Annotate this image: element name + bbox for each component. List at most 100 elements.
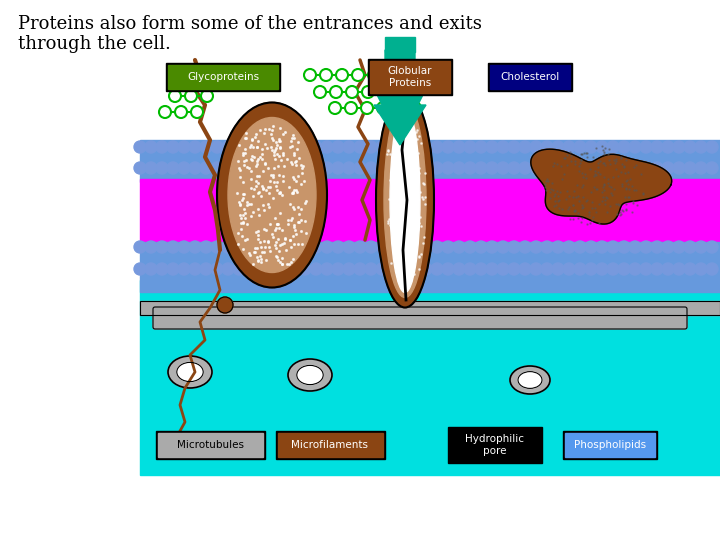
- Circle shape: [398, 162, 410, 174]
- Text: Proteins also form some of the entrances and exits: Proteins also form some of the entrances…: [18, 15, 482, 33]
- Circle shape: [189, 241, 201, 253]
- Circle shape: [211, 162, 223, 174]
- Circle shape: [442, 263, 454, 275]
- Circle shape: [563, 141, 575, 153]
- Circle shape: [200, 74, 212, 86]
- Ellipse shape: [390, 107, 420, 293]
- Circle shape: [684, 141, 696, 153]
- Circle shape: [508, 141, 520, 153]
- Circle shape: [201, 90, 213, 102]
- Circle shape: [233, 241, 245, 253]
- Circle shape: [167, 263, 179, 275]
- Circle shape: [200, 141, 212, 153]
- Circle shape: [420, 141, 432, 153]
- Circle shape: [530, 141, 542, 153]
- Circle shape: [475, 141, 487, 153]
- Circle shape: [640, 162, 652, 174]
- Circle shape: [310, 241, 322, 253]
- Circle shape: [384, 69, 396, 81]
- Circle shape: [321, 162, 333, 174]
- Circle shape: [695, 241, 707, 253]
- Circle shape: [345, 102, 357, 114]
- Bar: [277, 433, 382, 457]
- Circle shape: [233, 162, 245, 174]
- Circle shape: [330, 86, 342, 98]
- Circle shape: [662, 162, 674, 174]
- Circle shape: [175, 106, 187, 118]
- Circle shape: [362, 86, 374, 98]
- Circle shape: [431, 263, 443, 275]
- Circle shape: [255, 241, 267, 253]
- Circle shape: [200, 162, 212, 174]
- Text: Microfilaments: Microfilaments: [292, 440, 369, 450]
- Circle shape: [387, 141, 399, 153]
- Circle shape: [684, 263, 696, 275]
- Circle shape: [453, 162, 465, 174]
- Circle shape: [156, 162, 168, 174]
- Circle shape: [376, 241, 388, 253]
- Circle shape: [156, 241, 168, 253]
- Circle shape: [508, 162, 520, 174]
- Circle shape: [266, 141, 278, 153]
- Circle shape: [299, 141, 311, 153]
- Circle shape: [134, 263, 146, 275]
- Circle shape: [409, 241, 421, 253]
- Circle shape: [486, 241, 498, 253]
- Circle shape: [222, 241, 234, 253]
- Circle shape: [706, 141, 718, 153]
- Circle shape: [332, 263, 344, 275]
- Text: Phospholipids: Phospholipids: [574, 440, 646, 450]
- Circle shape: [519, 141, 531, 153]
- Circle shape: [352, 69, 364, 81]
- Circle shape: [684, 241, 696, 253]
- Circle shape: [346, 86, 358, 98]
- Bar: [140, 280, 720, 475]
- Circle shape: [519, 263, 531, 275]
- Circle shape: [497, 263, 509, 275]
- Ellipse shape: [297, 366, 323, 384]
- Circle shape: [486, 141, 498, 153]
- Bar: [140, 301, 720, 315]
- Circle shape: [508, 263, 520, 275]
- Circle shape: [629, 162, 641, 174]
- Circle shape: [618, 263, 630, 275]
- Circle shape: [266, 241, 278, 253]
- Ellipse shape: [177, 362, 203, 382]
- Circle shape: [184, 74, 196, 86]
- Circle shape: [618, 141, 630, 153]
- Circle shape: [409, 102, 421, 114]
- Circle shape: [255, 162, 267, 174]
- Circle shape: [169, 90, 181, 102]
- Circle shape: [706, 241, 718, 253]
- Circle shape: [464, 263, 476, 275]
- Circle shape: [541, 263, 553, 275]
- Circle shape: [431, 241, 443, 253]
- Circle shape: [475, 241, 487, 253]
- Bar: [448, 427, 542, 463]
- Circle shape: [409, 263, 421, 275]
- Circle shape: [233, 141, 245, 153]
- Bar: [490, 65, 570, 89]
- Circle shape: [266, 162, 278, 174]
- Polygon shape: [531, 149, 672, 224]
- Circle shape: [156, 141, 168, 153]
- Circle shape: [222, 263, 234, 275]
- Circle shape: [673, 241, 685, 253]
- Circle shape: [310, 263, 322, 275]
- Circle shape: [409, 162, 421, 174]
- Circle shape: [354, 241, 366, 253]
- Ellipse shape: [288, 359, 332, 391]
- Bar: [140, 301, 720, 315]
- Ellipse shape: [510, 366, 550, 394]
- Circle shape: [159, 106, 171, 118]
- Circle shape: [277, 141, 289, 153]
- Circle shape: [420, 162, 432, 174]
- Circle shape: [211, 241, 223, 253]
- Circle shape: [673, 263, 685, 275]
- Circle shape: [552, 162, 564, 174]
- Circle shape: [640, 263, 652, 275]
- Circle shape: [134, 241, 146, 253]
- Circle shape: [398, 141, 410, 153]
- Circle shape: [145, 162, 157, 174]
- Circle shape: [288, 162, 300, 174]
